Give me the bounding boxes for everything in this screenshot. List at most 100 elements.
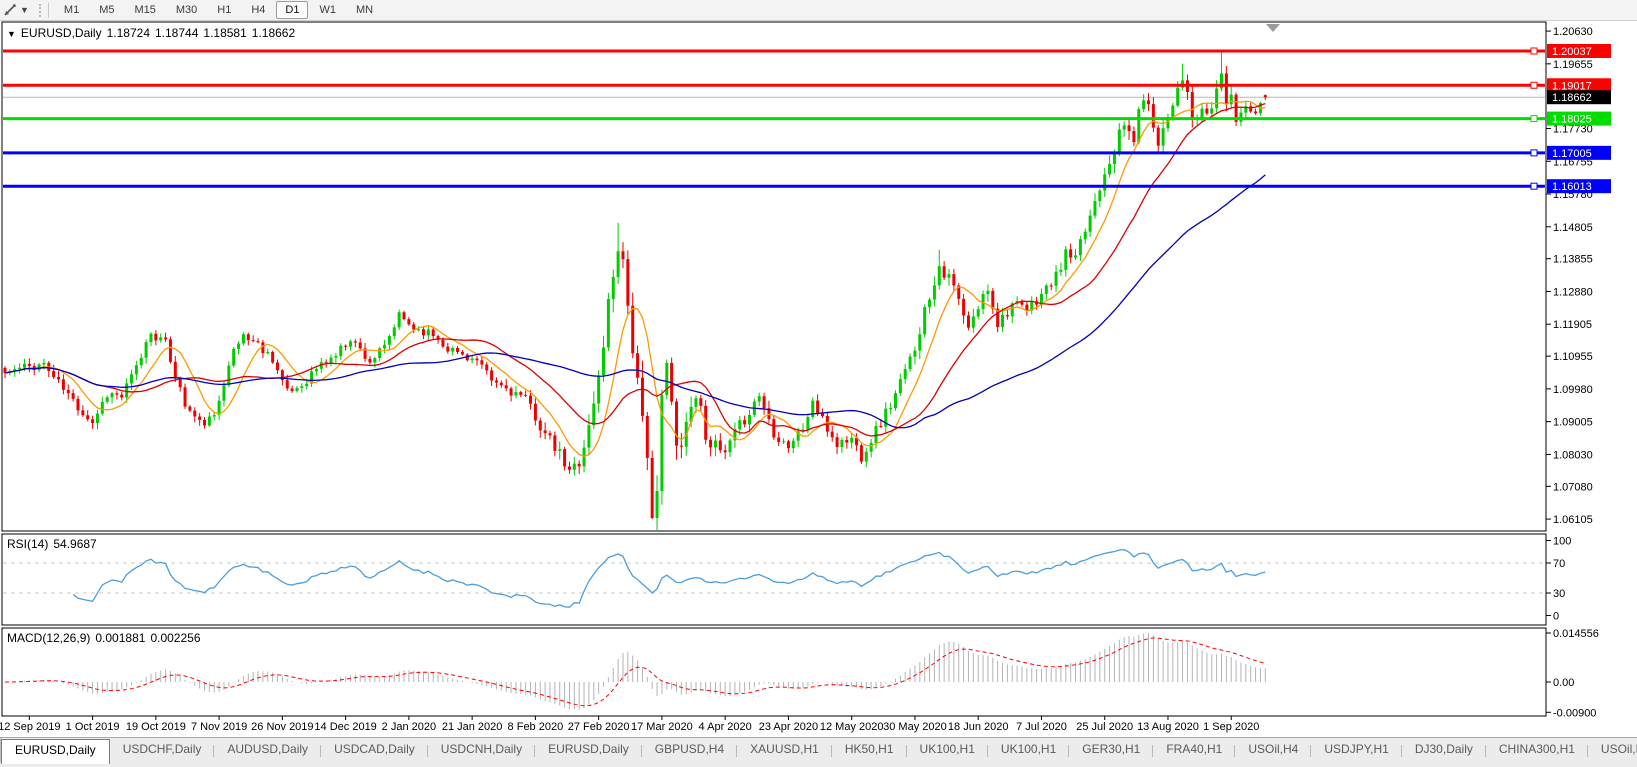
candlesticks [3, 50, 1267, 530]
timeframe-button-h4[interactable]: H4 [251, 4, 266, 16]
svg-text:23 Apr 2020: 23 Apr 2020 [759, 721, 818, 733]
timeframe-button-m15[interactable]: M15 [134, 4, 156, 16]
chart-tab-usdcad-daily[interactable]: USDCAD,Daily [321, 738, 428, 762]
price-level-line[interactable] [3, 115, 1545, 123]
ohlc-close: 1.18662 [251, 26, 296, 40]
svg-text:1.09005: 1.09005 [1553, 417, 1593, 429]
rsi-line [72, 549, 1266, 608]
chart-tab-gbpusd-h4[interactable]: GBPUSD,H4 [642, 738, 738, 762]
chart-tab-uk100-h1[interactable]: UK100,H1 [907, 738, 989, 762]
chart-tab-audusd-daily[interactable]: AUDUSD,Daily [214, 738, 321, 762]
price-level-line[interactable] [3, 149, 1545, 157]
chart-tab-usoil-h1[interactable]: USOil,H1 [1588, 738, 1637, 762]
price-axis[interactable]: 1.206301.196551.177301.167551.157801.148… [1546, 26, 1593, 526]
price-level-line[interactable] [3, 182, 1545, 190]
chart-tab-fra40-h1[interactable]: FRA40,H1 [1153, 738, 1236, 762]
svg-text:1.11905: 1.11905 [1553, 319, 1592, 331]
toolbar-separator [47, 2, 49, 18]
timeframe-button-mn[interactable]: MN [355, 4, 374, 16]
drawing-tool-button[interactable]: ▼ [0, 1, 32, 19]
toolbar: ▼ M1 M5 M15 M30 H1 H4 D1 W1 MN [0, 0, 1637, 21]
timeframe-button-w1[interactable]: W1 [319, 4, 336, 16]
timeframe-button-m1[interactable]: M1 [63, 4, 80, 16]
svg-text:0: 0 [1553, 611, 1559, 623]
svg-text:1.19017: 1.19017 [1552, 80, 1592, 92]
svg-text:7 Jul 2020: 7 Jul 2020 [1016, 721, 1067, 733]
chart-tab-usdjpy-h1[interactable]: USDJPY,H1 [1311, 738, 1403, 762]
svg-text:1.17730: 1.17730 [1553, 124, 1593, 136]
chart-tab-usdchf-daily[interactable]: USDCHF,Daily [110, 738, 215, 762]
symbol-dropdown-icon[interactable]: ▼ [7, 29, 16, 39]
svg-text:1 Sep 2020: 1 Sep 2020 [1203, 721, 1259, 733]
svg-text:21 Jan 2020: 21 Jan 2020 [442, 721, 503, 733]
chart-tab-uk100-h1[interactable]: UK100,H1 [988, 738, 1070, 762]
chart-tab-usoil-h4[interactable]: USOil,H4 [1235, 738, 1312, 762]
svg-text:1.12880: 1.12880 [1553, 286, 1593, 298]
svg-text:1.13855: 1.13855 [1553, 254, 1593, 266]
axis-price-label: 1.18025 [1547, 111, 1611, 126]
ohlc-low: 1.18581 [203, 26, 247, 40]
moving-average-55[interactable] [4, 174, 1266, 429]
macd-value: 0.001881 [95, 631, 146, 645]
svg-text:1.06105: 1.06105 [1553, 514, 1593, 526]
svg-text:1.19655: 1.19655 [1553, 59, 1593, 71]
axis-price-label: 1.19017 [1547, 78, 1611, 93]
chart-tab-ger30-h1[interactable]: GER30,H1 [1069, 738, 1154, 762]
svg-text:4 Apr 2020: 4 Apr 2020 [699, 721, 752, 733]
timeframe-button-h1[interactable]: H1 [217, 4, 232, 16]
chart-tab-eurusd-daily[interactable]: EURUSD,Daily [1, 739, 110, 764]
pane-borders [1, 21, 1547, 717]
ohlc-open: 1.18724 [106, 26, 150, 40]
svg-text:1.20630: 1.20630 [1553, 26, 1593, 38]
ohlc-high: 1.18744 [155, 26, 199, 40]
rsi-label: RSI(14) 54.9687 [7, 537, 102, 551]
svg-text:-0.00900: -0.00900 [1553, 707, 1596, 719]
chart-tab-dj30-daily[interactable]: DJ30,Daily [1402, 738, 1486, 762]
svg-text:19 Oct 2019: 19 Oct 2019 [126, 721, 186, 733]
svg-text:1.07080: 1.07080 [1553, 481, 1593, 493]
axis-price-label: 1.16013 [1547, 179, 1611, 194]
svg-text:17 Mar 2020: 17 Mar 2020 [631, 721, 693, 733]
chart-tab-eurusd-daily[interactable]: EURUSD,Daily [535, 738, 642, 762]
macd-axis[interactable]: 0.014556 0.00 -0.00900 [1546, 628, 1599, 719]
svg-text:7 Nov 2019: 7 Nov 2019 [191, 721, 247, 733]
chart-tab-usdcnh-daily[interactable]: USDCNH,Daily [428, 738, 536, 762]
svg-text:1.09980: 1.09980 [1553, 384, 1593, 396]
chart-tab-xauusd-h1[interactable]: XAUUSD,H1 [737, 738, 832, 762]
timeframe-button-d1[interactable]: D1 [276, 1, 309, 19]
timeframe-button-m5[interactable]: M5 [99, 4, 115, 16]
macd-signal-value: 0.002256 [150, 631, 201, 645]
svg-text:70: 70 [1553, 558, 1565, 570]
chart-symbol: EURUSD,Daily [20, 26, 102, 40]
macd-histogram [9, 633, 1266, 710]
svg-text:1.18025: 1.18025 [1552, 114, 1592, 126]
chart-shift-marker-icon[interactable] [1266, 24, 1280, 32]
rsi-axis[interactable]: 100 70 30 0 [1546, 536, 1571, 623]
moving-average-21[interactable] [4, 103, 1266, 437]
chart-tab-hk50-h1[interactable]: HK50,H1 [832, 738, 907, 762]
chart-tab-china300-h1[interactable]: CHINA300,H1 [1486, 738, 1588, 762]
axis-price-label: 1.17005 [1547, 145, 1611, 160]
svg-text:1.18662: 1.18662 [1552, 92, 1592, 104]
svg-text:27 Feb 2020: 27 Feb 2020 [568, 721, 630, 733]
svg-text:1.14805: 1.14805 [1553, 222, 1593, 234]
svg-text:100: 100 [1553, 536, 1571, 548]
tabbar-edge [0, 738, 1, 762]
dropdown-caret-icon: ▼ [20, 5, 29, 15]
svg-text:26 Nov 2019: 26 Nov 2019 [251, 721, 313, 733]
svg-text:14 Dec 2019: 14 Dec 2019 [314, 721, 376, 733]
chart-title[interactable]: ▼ EURUSD,Daily 1.18724 1.18744 1.18581 1.1866… [7, 26, 300, 40]
price-level-line[interactable] [3, 47, 1545, 55]
timeframe-button-m30[interactable]: M30 [175, 4, 198, 16]
axis-price-label: 1.20037 [1547, 43, 1611, 58]
svg-text:1.20037: 1.20037 [1552, 46, 1592, 58]
date-axis[interactable]: 12 Sep 2019 1 Oct 2019 19 Oct 2019 7 Nov 20… [0, 716, 1259, 733]
toolbar-grip[interactable] [38, 3, 43, 17]
moving-average-8[interactable] [4, 100, 1266, 457]
chart-tabs: EURUSD,Daily USDCHF,Daily AUDUSD,Daily USDC… [1, 738, 1637, 764]
svg-text:8 Feb 2020: 8 Feb 2020 [508, 721, 564, 733]
svg-text:12 May 2020: 12 May 2020 [820, 721, 884, 733]
price-level-line[interactable] [3, 81, 1545, 89]
